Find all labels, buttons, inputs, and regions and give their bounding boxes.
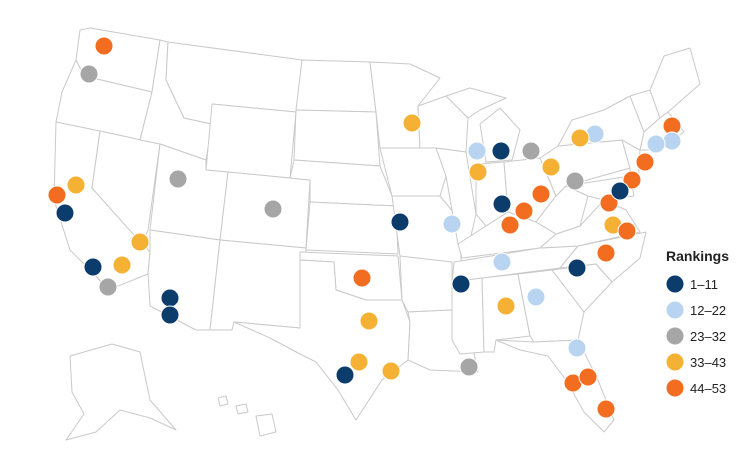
city-marker <box>526 287 546 307</box>
legend-label: 12–22 <box>690 303 726 318</box>
legend: Rankings 1–11 12–22 23–32 33–43 44–53 <box>665 248 729 398</box>
city-marker <box>541 157 561 177</box>
city-marker <box>491 141 511 161</box>
state-hawaii-2 <box>235 403 249 415</box>
state-wyoming <box>205 103 297 179</box>
city-marker <box>599 193 619 213</box>
city-marker <box>565 171 585 191</box>
city-marker <box>263 199 283 219</box>
city-marker <box>390 212 410 232</box>
state-iowa <box>379 147 447 197</box>
city-marker <box>567 338 587 358</box>
city-marker <box>381 361 401 381</box>
city-marker <box>55 203 75 223</box>
city-marker <box>662 131 682 151</box>
state-maine <box>649 47 701 119</box>
city-marker <box>622 170 642 190</box>
city-marker <box>496 296 516 316</box>
city-marker <box>168 169 188 189</box>
legend-swatch <box>665 326 685 346</box>
city-marker <box>94 36 114 56</box>
city-marker <box>578 367 598 387</box>
legend-label: 44–53 <box>690 381 726 396</box>
legend-label: 23–32 <box>690 329 726 344</box>
city-marker <box>500 215 520 235</box>
legend-label: 33–43 <box>690 355 726 370</box>
city-marker <box>160 288 180 308</box>
legend-title: Rankings <box>666 248 729 264</box>
city-marker <box>47 185 67 205</box>
city-marker <box>459 357 479 377</box>
city-marker <box>98 277 118 297</box>
city-marker <box>335 365 355 385</box>
state-new-york <box>557 95 645 151</box>
state-outlines <box>53 27 701 441</box>
state-north-dakota <box>295 59 377 113</box>
city-marker <box>451 274 471 294</box>
city-marker <box>352 268 372 288</box>
city-marker <box>160 305 180 325</box>
city-marker <box>646 134 666 154</box>
legend-swatch <box>665 300 685 320</box>
city-marker <box>610 181 630 201</box>
state-hawaii-1 <box>217 395 229 407</box>
city-marker <box>130 232 150 252</box>
city-marker <box>83 257 103 277</box>
state-michigan-upper <box>445 87 507 119</box>
city-marker <box>514 201 534 221</box>
city-marker <box>635 152 655 172</box>
state-hawaii-3 <box>255 413 277 437</box>
city-marker <box>596 243 616 263</box>
city-marker <box>492 194 512 214</box>
legend-swatch <box>665 378 685 398</box>
city-marker <box>79 64 99 84</box>
city-marker <box>617 221 637 241</box>
city-marker <box>596 399 616 419</box>
city-marker <box>66 175 86 195</box>
city-marker <box>570 128 590 148</box>
legend-label: 1–11 <box>690 277 718 292</box>
state-new-mexico <box>209 239 307 331</box>
city-marker <box>492 252 512 272</box>
city-marker <box>442 214 462 234</box>
city-marker <box>567 258 587 278</box>
state-florida <box>495 339 615 433</box>
legend-swatch <box>665 352 685 372</box>
city-marker <box>359 311 379 331</box>
state-kansas <box>305 201 399 255</box>
city-marker <box>521 141 541 161</box>
state-south-dakota <box>293 109 381 167</box>
legend-swatch <box>665 274 685 294</box>
city-marker <box>112 255 132 275</box>
state-alaska <box>65 343 177 441</box>
city-marker <box>349 352 369 372</box>
city-marker <box>531 184 551 204</box>
state-texas <box>233 259 411 421</box>
city-marker <box>468 162 488 182</box>
city-markers <box>47 36 682 419</box>
state-arkansas <box>399 255 453 313</box>
state-arizona <box>147 229 221 331</box>
city-marker <box>402 113 422 133</box>
city-marker <box>467 141 487 161</box>
